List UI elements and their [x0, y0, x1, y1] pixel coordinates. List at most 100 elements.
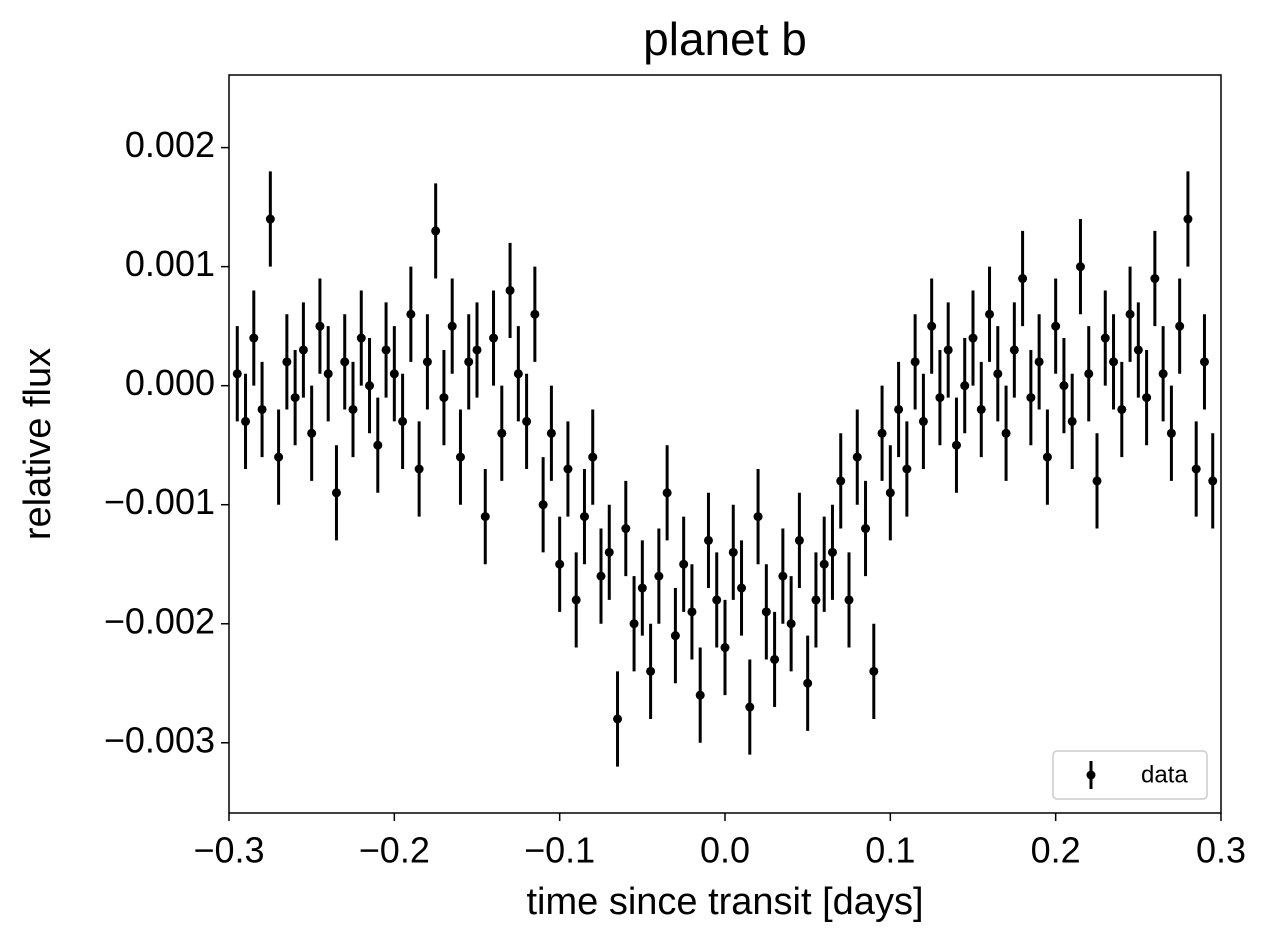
data-point [687, 607, 697, 617]
data-point [1026, 393, 1036, 403]
data-point [1191, 464, 1201, 474]
legend-label: data [1141, 761, 1188, 788]
data-point [546, 428, 556, 438]
data-point [422, 357, 432, 367]
data-point [1166, 428, 1176, 438]
data-point [389, 369, 399, 379]
data-point [1009, 345, 1019, 355]
data-point [968, 333, 978, 343]
data-point [753, 512, 763, 522]
data-point [596, 571, 606, 581]
data-point [365, 381, 375, 391]
data-point [331, 488, 341, 498]
data-point [637, 583, 647, 593]
data-point [298, 345, 308, 355]
data-point [894, 404, 904, 414]
data-point [1175, 321, 1185, 331]
data-point [522, 416, 532, 426]
y-tick-label: 0.001 [125, 243, 215, 284]
data-point [613, 714, 623, 724]
data-point [629, 619, 639, 629]
data-point [381, 345, 391, 355]
data-point [1084, 369, 1094, 379]
data-point [530, 309, 540, 319]
plot-frame [228, 74, 1222, 814]
y-tick-label: −0.003 [104, 719, 215, 760]
data-point [464, 357, 474, 367]
data-point [885, 488, 895, 498]
data-point [819, 559, 829, 569]
x-tick-label: 0.0 [700, 830, 750, 871]
y-tick-label: 0.000 [125, 362, 215, 403]
data-point [836, 476, 846, 486]
data-point [373, 440, 383, 450]
data-point [1133, 345, 1143, 355]
data-point [670, 631, 680, 641]
data-point [563, 464, 573, 474]
data-point [1100, 333, 1110, 343]
data-point [852, 452, 862, 462]
data-point [588, 452, 598, 462]
data-point [571, 595, 581, 605]
data-point [869, 666, 879, 676]
data-point [1051, 321, 1061, 331]
data-point [737, 583, 747, 593]
data-point [621, 524, 631, 534]
data-point [811, 595, 821, 605]
data-point [902, 464, 912, 474]
data-point [439, 393, 449, 403]
data-point [1075, 262, 1085, 272]
data-point [555, 559, 565, 569]
data-point [323, 369, 333, 379]
x-tick-label: −0.3 [193, 830, 264, 871]
data-point [1109, 357, 1119, 367]
data-point [406, 309, 416, 319]
data-point [257, 404, 267, 414]
data-point [778, 571, 788, 581]
data-point [1150, 274, 1160, 284]
data-point [1199, 357, 1209, 367]
chart-title: planet b [643, 13, 807, 65]
data-point [1142, 393, 1152, 403]
data-point [513, 369, 523, 379]
x-tick-label: −0.1 [524, 830, 595, 871]
data-point [356, 333, 366, 343]
data-point [662, 488, 672, 498]
data-point [455, 452, 465, 462]
data-point [249, 333, 259, 343]
data-point [976, 404, 986, 414]
data-point [265, 214, 275, 224]
data-point [1125, 309, 1135, 319]
data-point [307, 428, 317, 438]
data-point [728, 547, 738, 557]
data-point [505, 285, 515, 295]
data-point [1092, 476, 1102, 486]
data-point [241, 416, 251, 426]
data-point [1018, 274, 1028, 284]
data-point [844, 595, 854, 605]
data-point [431, 226, 441, 236]
y-tick-label: −0.002 [104, 600, 215, 641]
data-point [579, 512, 589, 522]
data-point [703, 535, 713, 545]
data-point [712, 595, 722, 605]
data-point [761, 607, 771, 617]
data-point [1158, 369, 1168, 379]
data-point [646, 666, 656, 676]
data-point [290, 393, 300, 403]
legend-marker [1086, 770, 1096, 780]
data-point [447, 321, 457, 331]
data-point [654, 571, 664, 581]
data-point [538, 500, 548, 510]
data-point [1001, 428, 1011, 438]
data-point [786, 619, 796, 629]
x-tick-label: 0.3 [1196, 830, 1246, 871]
data-point [1034, 357, 1044, 367]
x-axis-label: time since transit [days] [526, 881, 923, 923]
data-point [1067, 416, 1077, 426]
data-point [935, 393, 945, 403]
data-point [927, 321, 937, 331]
data-point [480, 512, 490, 522]
data-point [1183, 214, 1193, 224]
